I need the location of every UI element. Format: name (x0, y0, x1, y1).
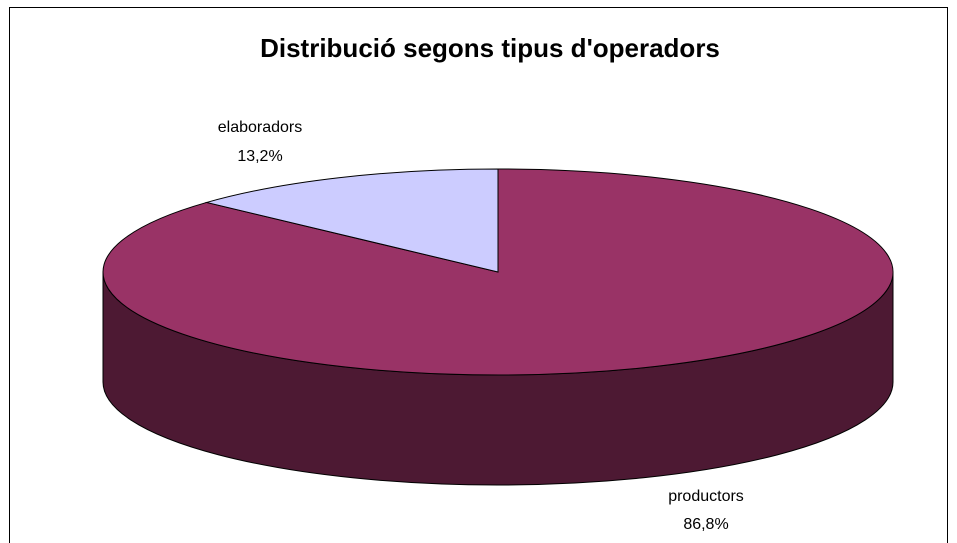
slice-label: elaboradors (218, 119, 303, 136)
slice-value-label: 13,2% (237, 148, 282, 165)
slice-label: productors (668, 488, 744, 505)
slice-value-label: 86,8% (683, 516, 728, 533)
chart-title: Distribució segons tipus d'operadors (260, 33, 720, 63)
pie-slice (102, 168, 894, 376)
pie-slice (204, 168, 499, 273)
